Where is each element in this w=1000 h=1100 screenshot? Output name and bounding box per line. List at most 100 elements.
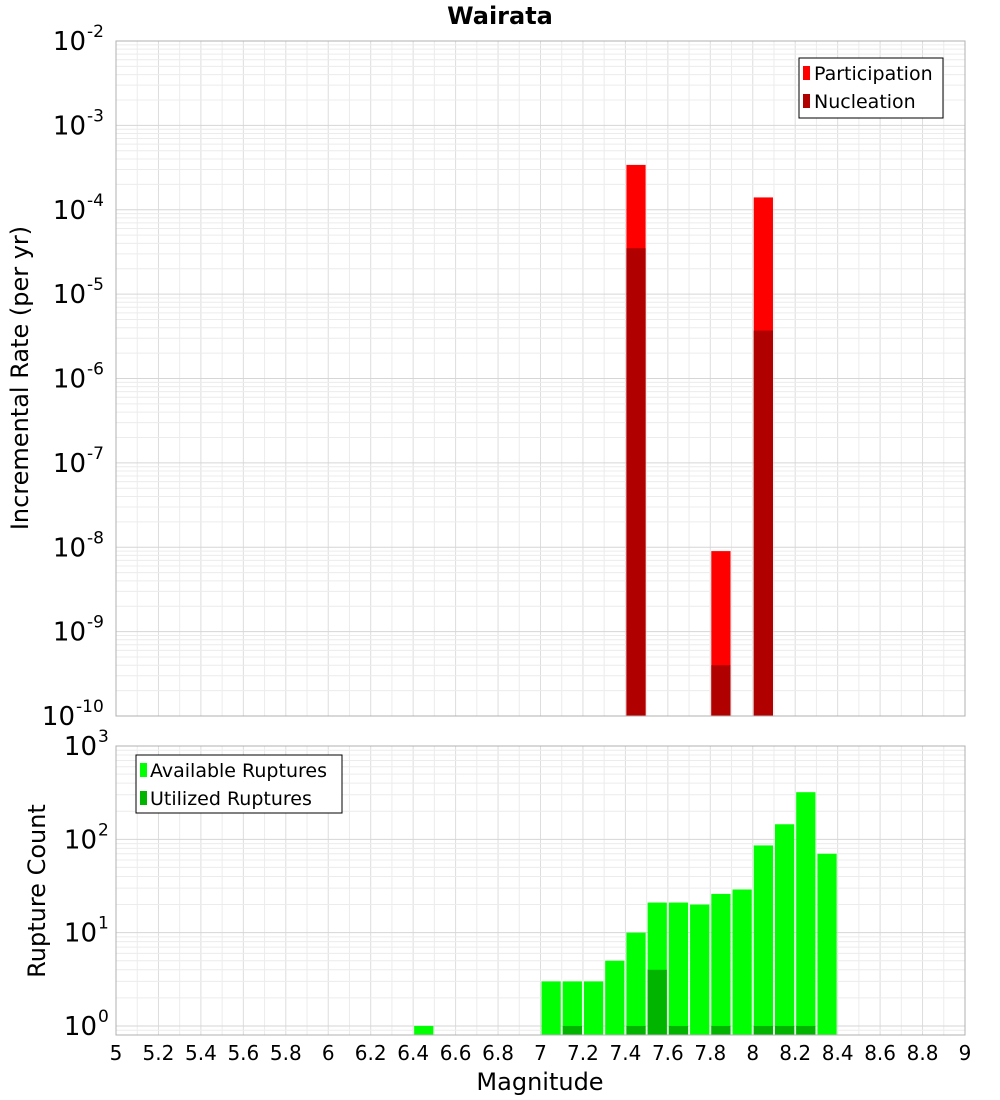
bottom-bar-s2 bbox=[647, 969, 667, 1035]
x-tick-label: 5.8 bbox=[270, 1041, 302, 1065]
bottom-bar-s2 bbox=[796, 1025, 816, 1035]
top-y-axis-label: Incremental Rate (per yr) bbox=[6, 226, 34, 530]
legend-label-participation: Participation bbox=[814, 63, 933, 85]
top-y-tick-base: 10 bbox=[53, 533, 86, 563]
x-tick-label: 7.6 bbox=[652, 1041, 684, 1065]
top-y-tick-base: 10 bbox=[53, 280, 86, 310]
top-y-tick-exp: -8 bbox=[87, 528, 104, 548]
bottom-bar-s1 bbox=[732, 889, 752, 1035]
x-tick-label: 7.2 bbox=[567, 1041, 599, 1065]
top-y-tick-labels: 10-210-310-410-510-610-710-810-910-10 bbox=[42, 22, 104, 732]
bottom-y-tick-exp: 1 bbox=[98, 914, 109, 934]
bottom-bar-s1 bbox=[711, 893, 731, 1035]
legend-label-nucleation: Nucleation bbox=[814, 91, 916, 113]
bottom-bar-s1 bbox=[414, 1025, 434, 1035]
top-y-tick-exp: -9 bbox=[87, 613, 104, 633]
x-tick-label: 6.2 bbox=[355, 1041, 387, 1065]
top-y-tick-base: 10 bbox=[53, 111, 86, 141]
bottom-bar-s1 bbox=[753, 845, 773, 1035]
x-tick-label: 8 bbox=[746, 1041, 759, 1065]
top-legend: Participation Nucleation bbox=[798, 57, 944, 119]
top-y-tick-exp: -7 bbox=[87, 444, 104, 464]
bottom-y-tick: 10 1 bbox=[64, 914, 109, 949]
bottom-bar-s1 bbox=[541, 981, 561, 1035]
top-legend-box bbox=[798, 57, 944, 119]
top-y-tick-exp: -10 bbox=[76, 697, 104, 717]
legend-swatch-nucleation bbox=[803, 94, 810, 108]
bottom-bar-s2 bbox=[711, 1025, 731, 1035]
top-y-tick-base: 10 bbox=[53, 365, 86, 395]
legend-label-available: Available Ruptures bbox=[150, 760, 327, 782]
x-tick-label: 6.6 bbox=[440, 1041, 472, 1065]
bottom-y-tick-exp: 0 bbox=[98, 1007, 109, 1027]
bottom-bar-s1 bbox=[774, 824, 795, 1035]
top-y-tick-exp: -6 bbox=[87, 360, 104, 380]
top-panel: 10-210-310-410-510-610-710-810-910-10 In… bbox=[6, 22, 966, 732]
bottom-bar-s2 bbox=[668, 1025, 689, 1035]
bottom-y-tick: 10 2 bbox=[64, 820, 109, 855]
x-tick-label: 5.2 bbox=[143, 1041, 175, 1065]
top-y-tick: 10 -6 bbox=[53, 360, 104, 395]
bottom-legend-box bbox=[135, 754, 343, 814]
top-grid bbox=[115, 40, 966, 717]
x-axis-label: Magnitude bbox=[476, 1068, 603, 1096]
bottom-y-tick-exp: 2 bbox=[98, 820, 109, 840]
x-tick-label: 8.8 bbox=[907, 1041, 939, 1065]
bottom-bar-s1 bbox=[562, 981, 582, 1035]
top-y-tick: 10 -7 bbox=[53, 444, 104, 479]
bottom-y-tick-base: 10 bbox=[64, 1012, 97, 1042]
x-tick-label: 7.4 bbox=[609, 1041, 641, 1065]
top-y-tick: 10 -10 bbox=[42, 697, 104, 732]
bottom-bar-s1 bbox=[796, 792, 816, 1035]
bottom-y-axis-label: Rupture Count bbox=[23, 804, 51, 978]
bottom-y-tick-base: 10 bbox=[64, 825, 97, 855]
bottom-y-tick-base: 10 bbox=[64, 732, 97, 762]
x-tick-label: 5.4 bbox=[185, 1041, 217, 1065]
top-y-tick: 10 -5 bbox=[53, 275, 104, 310]
x-tick-label: 8.4 bbox=[822, 1041, 854, 1065]
legend-swatch-utilized bbox=[140, 791, 147, 805]
bottom-bar-s1 bbox=[690, 904, 710, 1035]
top-y-tick: 10 -8 bbox=[53, 528, 104, 563]
bottom-y-tick: 10 0 bbox=[64, 1007, 109, 1042]
bottom-bar-s2 bbox=[774, 1025, 795, 1035]
bottom-bar-s2 bbox=[562, 1025, 582, 1035]
x-tick-label: 6.4 bbox=[397, 1041, 429, 1065]
bottom-bar-s1 bbox=[668, 902, 689, 1035]
top-bars bbox=[626, 164, 773, 717]
legend-label-utilized: Utilized Ruptures bbox=[150, 788, 312, 810]
bottom-y-tick-exp: 3 bbox=[98, 727, 109, 747]
bottom-y-tick-base: 10 bbox=[64, 919, 97, 949]
top-y-tick-base: 10 bbox=[53, 196, 86, 226]
x-tick-label: 8.6 bbox=[864, 1041, 896, 1065]
chart-title: Wairata bbox=[447, 2, 553, 30]
bottom-plot-frame bbox=[115, 745, 966, 1036]
bottom-bar-s2 bbox=[626, 1025, 646, 1035]
bottom-bar-s1 bbox=[817, 853, 837, 1035]
x-tick-label: 8.2 bbox=[779, 1041, 811, 1065]
top-bar-s2 bbox=[626, 248, 646, 717]
bottom-y-tick: 10 3 bbox=[64, 727, 109, 762]
top-y-tick-exp: -3 bbox=[87, 106, 104, 126]
top-y-tick-base: 10 bbox=[53, 449, 86, 479]
x-tick-label: 7 bbox=[534, 1041, 547, 1065]
top-y-tick: 10 -3 bbox=[53, 106, 104, 141]
bottom-bar-s1 bbox=[626, 932, 646, 1035]
top-y-tick-base: 10 bbox=[42, 702, 75, 732]
x-tick-label: 5.6 bbox=[227, 1041, 259, 1065]
top-y-tick: 10 -4 bbox=[53, 191, 104, 226]
x-tick-labels: 5 5.2 5.4 5.6 5.8 6 6.2 6.4 6.6 6.8 7 7.2 7.4 7.6 7.8 8… bbox=[110, 1041, 972, 1065]
legend-swatch-participation bbox=[803, 66, 810, 80]
x-tick-label: 6.8 bbox=[482, 1041, 514, 1065]
x-tick-label: 6 bbox=[322, 1041, 335, 1065]
bottom-bar-s2 bbox=[753, 1025, 773, 1035]
bottom-bar-s1 bbox=[583, 981, 604, 1035]
top-y-tick-exp: -2 bbox=[87, 22, 104, 42]
top-y-tick: 10 -2 bbox=[53, 22, 104, 57]
bottom-bar-s1 bbox=[605, 960, 625, 1035]
top-plot-frame bbox=[115, 40, 966, 717]
bottom-bars bbox=[414, 792, 837, 1035]
